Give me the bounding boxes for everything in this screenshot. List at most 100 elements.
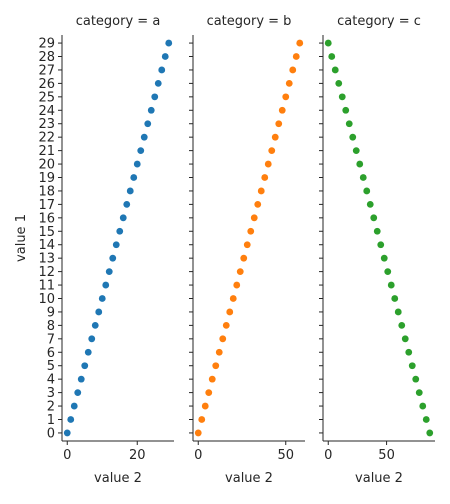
data-point [208, 375, 216, 383]
y-tick-label: 12 [38, 265, 55, 280]
y-tick-label: 29 [38, 37, 55, 52]
data-point [77, 375, 85, 383]
data-point [67, 416, 75, 423]
data-point [154, 79, 162, 87]
y-tick-label: 0 [47, 426, 55, 441]
data-point [349, 133, 357, 141]
data-point [147, 106, 155, 114]
data-point [296, 39, 304, 47]
data-point [254, 200, 262, 208]
data-point [212, 362, 220, 370]
data-point [292, 53, 300, 60]
x-axis-label: value 2 [355, 471, 403, 486]
x-tick-label: 0 [63, 448, 71, 463]
y-tick-label: 8 [47, 319, 55, 334]
y-tick-label: 3 [47, 386, 55, 401]
data-point [233, 281, 241, 289]
facet-panel-c: category = c 0 50 value 2 [319, 14, 435, 486]
x-tick-label: 0 [324, 448, 332, 463]
data-point [419, 402, 427, 410]
data-point [250, 214, 258, 222]
data-point [165, 39, 173, 47]
y-tick-label: 16 [38, 211, 55, 226]
data-point [380, 254, 388, 262]
data-point [158, 66, 166, 74]
data-point [126, 187, 134, 195]
data-point [328, 53, 336, 60]
data-point [363, 187, 371, 195]
data-point [123, 200, 131, 208]
y-axis-label: value 1 [14, 214, 29, 262]
data-point [356, 160, 364, 168]
x-tick-label: 50 [378, 448, 395, 463]
data-point [229, 295, 237, 302]
y-tick-label: 22 [38, 131, 55, 146]
y-tick-label: 11 [38, 279, 55, 294]
data-point [264, 160, 272, 168]
data-point [98, 295, 106, 302]
data-point [219, 335, 227, 343]
data-point [222, 321, 230, 329]
data-point [205, 389, 213, 397]
data-point [198, 416, 206, 423]
x-tick-label: 20 [129, 448, 146, 463]
data-point [116, 227, 124, 235]
x-tick-label: 0 [194, 448, 202, 463]
data-point [109, 254, 117, 262]
facet-panel-b: category = b 0 50 value 2 [189, 14, 305, 486]
y-tick-label: 5 [47, 359, 55, 374]
data-point [130, 174, 138, 181]
y-tick-label: 27 [38, 63, 55, 78]
y-tick-label: 13 [38, 252, 55, 267]
y-tick-label: 21 [38, 144, 55, 159]
data-point [394, 308, 402, 316]
data-point [95, 308, 103, 316]
y-tick-label: 4 [47, 373, 55, 388]
data-point [105, 268, 113, 276]
y-tick-label: 20 [38, 158, 55, 173]
data-point [243, 241, 251, 249]
y-tick-label: 17 [38, 198, 55, 213]
data-point [398, 321, 406, 329]
data-point [137, 147, 145, 155]
data-point [236, 268, 244, 276]
data-point [373, 227, 381, 235]
data-point [91, 321, 99, 329]
data-point [422, 416, 430, 423]
data-point [282, 93, 290, 101]
data-point [70, 402, 78, 410]
data-point [194, 429, 202, 437]
data-point [140, 133, 148, 141]
data-point [151, 93, 159, 101]
data-point [370, 214, 378, 222]
data-point [144, 120, 152, 128]
data-point [275, 120, 283, 128]
data-point [391, 295, 399, 302]
data-point [289, 66, 297, 74]
data-point [268, 147, 276, 155]
data-point [63, 429, 71, 437]
data-point [84, 348, 92, 356]
facet-title: category = c [337, 14, 421, 29]
data-point [415, 389, 423, 397]
data-point [278, 106, 286, 114]
data-point [257, 187, 265, 195]
data-point [240, 254, 248, 262]
data-point [366, 200, 374, 208]
data-point [412, 375, 420, 383]
data-point [342, 106, 350, 114]
y-tick-label: 26 [38, 77, 55, 92]
y-tick-label: 25 [38, 90, 55, 105]
data-point [226, 308, 234, 316]
data-point [338, 93, 346, 101]
data-point [426, 429, 434, 437]
y-tick-label: 19 [38, 171, 55, 186]
y-tick-label: 23 [38, 117, 55, 132]
data-point [324, 39, 332, 47]
data-point [401, 335, 409, 343]
x-axis-label: value 2 [225, 471, 273, 486]
data-point [387, 281, 395, 289]
x-axis-label: value 2 [94, 471, 142, 486]
